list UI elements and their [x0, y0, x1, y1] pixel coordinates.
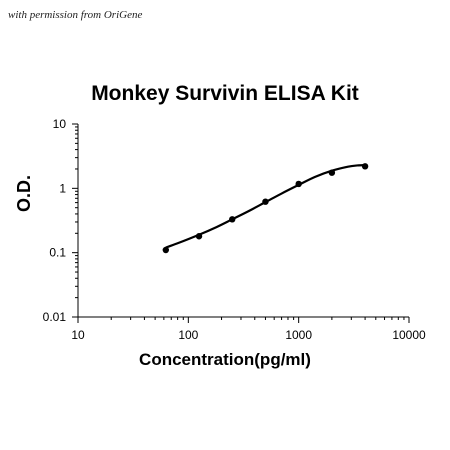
- chart-title: Monkey Survivin ELISA Kit: [91, 82, 359, 105]
- y-tick-label: 0.01: [43, 310, 67, 324]
- fit-curve-line: [165, 163, 366, 249]
- y-tick-label: 10: [53, 117, 67, 131]
- data-point: [262, 198, 269, 205]
- axes: [77, 124, 409, 318]
- x-tick-label: 100: [178, 328, 198, 342]
- ticks: 10 1 0.1 0.01 10 100 1000 10000: [43, 117, 426, 342]
- x-tick-label: 1000: [285, 328, 312, 342]
- x-tick-label: 10000: [392, 328, 426, 342]
- x-axis-label: Concentration(pg/ml): [139, 350, 311, 369]
- data-points-layer: [162, 163, 369, 254]
- permission-credit: with permission from OriGene: [8, 9, 143, 21]
- y-tick-label: 1: [59, 181, 66, 195]
- data-point: [162, 246, 170, 254]
- data-point: [328, 169, 336, 176]
- x-tick-label: 10: [71, 328, 85, 342]
- fit-curve-layer: [165, 163, 366, 249]
- data-point: [295, 180, 302, 188]
- data-point: [229, 216, 236, 223]
- data-point: [361, 163, 369, 170]
- y-tick-label: 0.1: [49, 246, 66, 260]
- data-point: [195, 233, 203, 240]
